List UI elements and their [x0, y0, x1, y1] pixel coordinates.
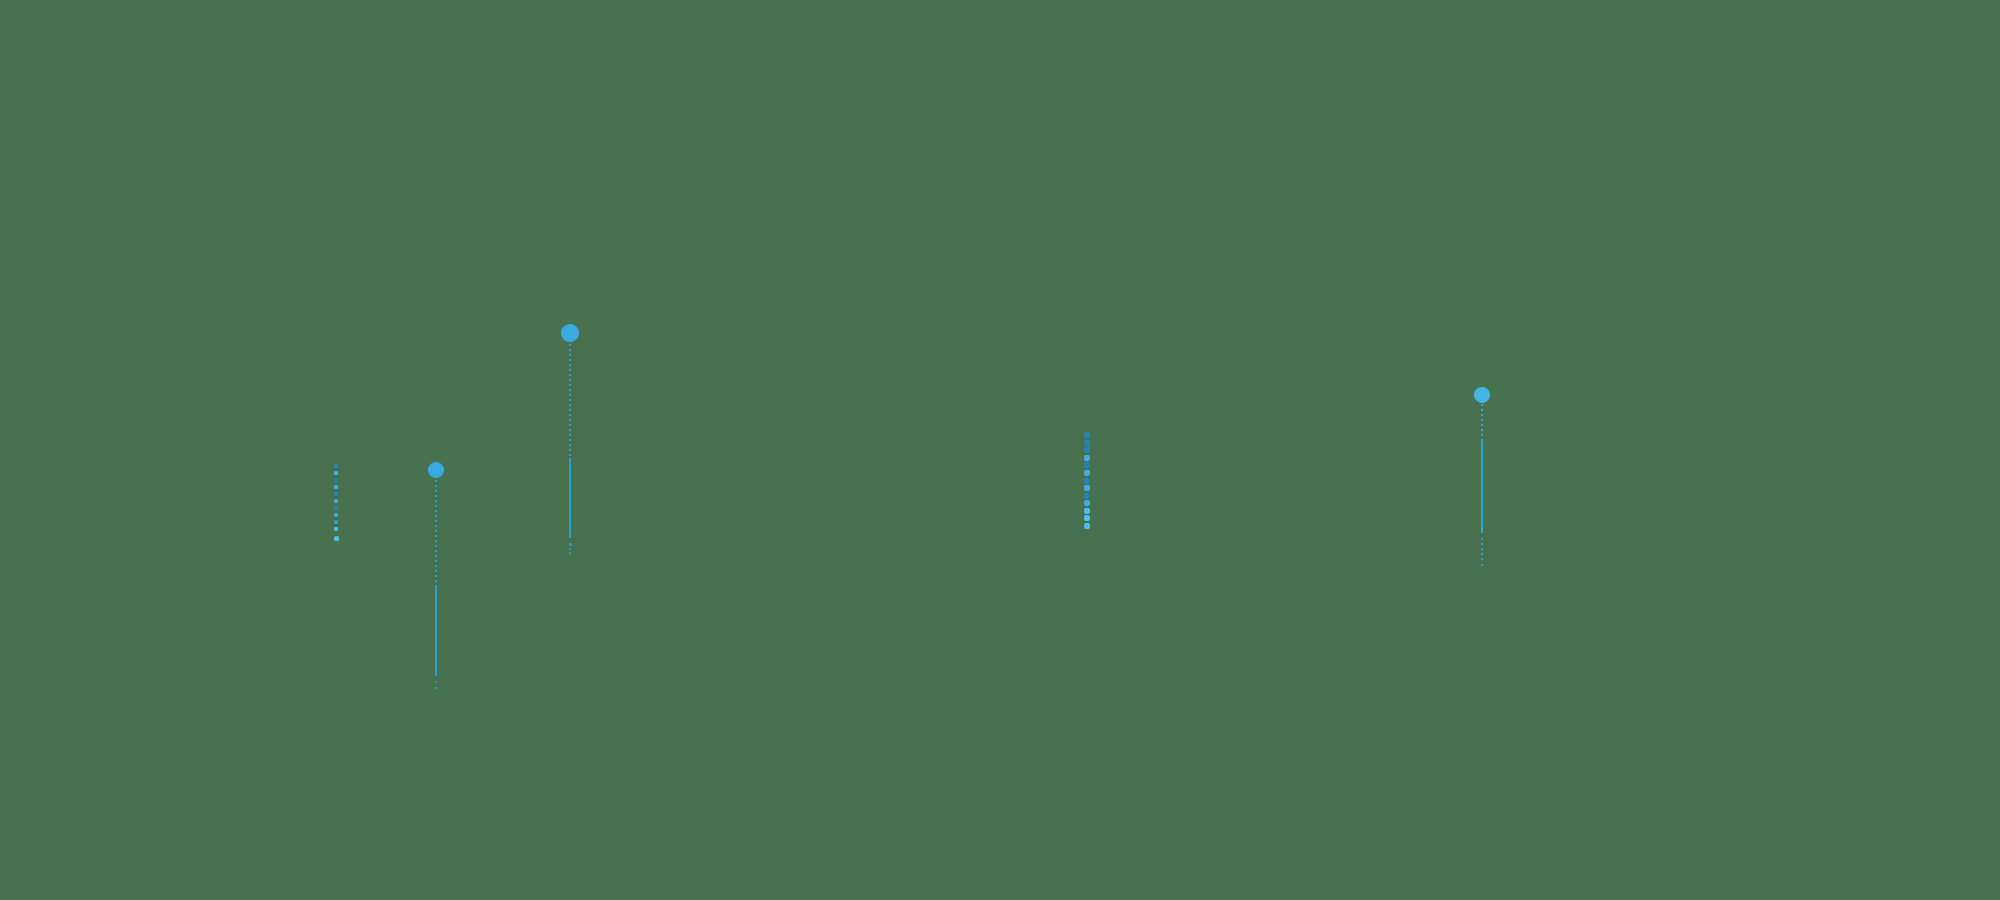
dot-chain-center-dot — [1084, 493, 1090, 499]
dot-chain-center-dot — [1084, 462, 1090, 468]
rocket-high-trail-solid — [569, 458, 571, 538]
rocket-high-tail-dot — [568, 543, 572, 546]
dot-chain-center-dot — [1084, 523, 1090, 529]
rocket-right-trail-dotted — [1481, 404, 1483, 440]
rocket-right-tail-dot — [1481, 548, 1483, 550]
dot-chain-center-dot — [1084, 432, 1090, 438]
rocket-right-tail-dot — [1481, 553, 1483, 555]
dot-chain-left-dot — [334, 506, 338, 510]
dot-chain-left-dot — [334, 520, 338, 524]
rocket-high-tail-dot — [569, 548, 571, 550]
dot-chain-center-dot — [1084, 478, 1090, 484]
dot-chain-left-dot — [334, 471, 338, 475]
dot-chain-center-dot — [1084, 485, 1090, 491]
rocket-mid-left-trail-solid — [435, 585, 437, 676]
rocket-right-tail-dot — [1481, 558, 1483, 560]
rocket-right-head — [1474, 387, 1490, 403]
rocket-high-trail-dotted — [569, 344, 571, 458]
dot-chain-left-dot — [334, 492, 338, 496]
rocket-right-tail-dot — [1481, 538, 1483, 540]
dot-chain-center-dot — [1084, 500, 1090, 506]
dot-chain-left-dot — [333, 536, 339, 541]
dot-chain-left-dot — [334, 478, 338, 482]
rocket-mid-left-head — [428, 462, 444, 478]
rocket-high-tail-dot — [569, 552, 571, 554]
dot-chain-center-dot — [1084, 470, 1090, 476]
dot-chain-center-dot — [1084, 508, 1090, 514]
dot-chain-left-dot — [334, 513, 338, 517]
dot-chain-left-dot — [334, 464, 338, 468]
dot-chain-left-dot — [334, 485, 338, 489]
dot-chain-center-dot — [1084, 515, 1090, 521]
rocket-high-head — [561, 324, 579, 342]
rocket-mid-left-tail-dot — [435, 681, 437, 683]
rocket-right-trail-solid — [1481, 440, 1483, 533]
dot-chain-center-dot — [1084, 440, 1090, 446]
rocket-mid-left-trail-dotted — [435, 480, 437, 585]
dot-chain-center-dot — [1084, 455, 1090, 461]
rocket-right-tail-dot — [1481, 564, 1483, 566]
rocket-right-tail-dot — [1481, 543, 1483, 545]
rocket-mid-left-tail-dot — [435, 687, 437, 689]
dot-chain-left-dot — [334, 499, 338, 503]
dot-chain-left-dot — [334, 527, 338, 531]
dot-chain-center-dot — [1084, 447, 1090, 453]
